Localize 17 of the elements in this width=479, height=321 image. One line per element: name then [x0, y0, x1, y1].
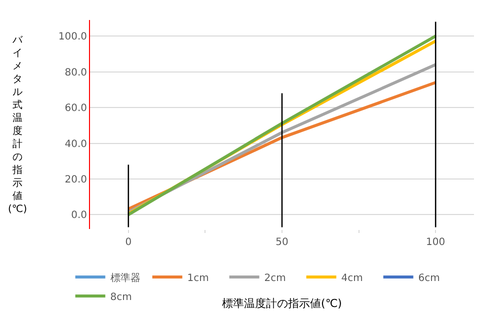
y-tick-label: 100.0 [58, 32, 87, 43]
legend-label: 8cm [110, 292, 132, 303]
legend-label: 1cm [187, 272, 209, 284]
legend-label: 2cm [264, 272, 286, 284]
legend-label: 標準器 [110, 272, 140, 284]
legend-label: 6cm [418, 272, 440, 284]
x-tick-label: 50 [276, 237, 288, 248]
y-tick-label: 40.0 [64, 138, 87, 150]
x-axis-title: 標準温度計の指示値(℃) [222, 297, 342, 310]
x-tick-label: 0 [125, 237, 132, 248]
y-tick-label: 60.0 [64, 103, 87, 114]
y-tick-label: 20.0 [64, 174, 87, 186]
y-tick-label: 0.0 [71, 210, 87, 222]
x-tick-label: 100 [426, 237, 446, 248]
legend-label: 4cm [341, 272, 363, 284]
text: バイメタル式温度計の指示値(℃) [8, 35, 28, 215]
y-tick-label: 80.0 [64, 67, 87, 78]
